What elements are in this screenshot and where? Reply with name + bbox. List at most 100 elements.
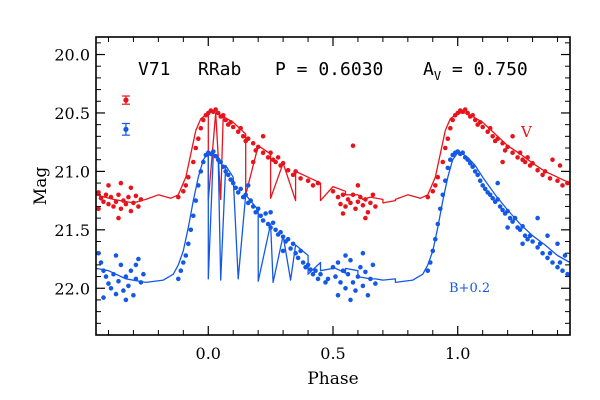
- data-point-b: [308, 267, 313, 272]
- data-point-b: [547, 250, 553, 256]
- data-point-b: [268, 210, 273, 215]
- error-bar-point: [123, 97, 129, 103]
- template-curve-v: [96, 112, 570, 204]
- data-point-v: [201, 117, 206, 123]
- data-point-b: [435, 221, 441, 227]
- data-point-b: [350, 280, 356, 285]
- data-point-v: [500, 141, 505, 146]
- data-point-v: [338, 201, 343, 207]
- x-tick-label: 0.5: [320, 344, 345, 363]
- data-point-b: [520, 224, 525, 229]
- data-point-b: [530, 239, 535, 244]
- data-point-v: [191, 159, 196, 165]
- data-point-b: [373, 281, 378, 286]
- data-point-b: [280, 248, 286, 254]
- data-point-b: [258, 213, 264, 219]
- data-point-v: [370, 192, 376, 198]
- data-point-v: [285, 167, 291, 173]
- error-bars: [121, 95, 130, 136]
- data-point-b: [443, 178, 448, 183]
- data-point-b: [363, 269, 368, 275]
- data-point-b: [193, 198, 199, 203]
- data-point-v: [121, 198, 126, 203]
- data-point-b: [545, 255, 550, 261]
- data-point-b: [248, 198, 253, 203]
- data-point-v: [445, 136, 451, 141]
- data-point-b: [178, 268, 184, 274]
- error-bar-point: [123, 126, 129, 132]
- data-point-b: [263, 211, 268, 216]
- data-point-b: [555, 264, 560, 270]
- data-point-b: [343, 253, 348, 258]
- data-point-b: [560, 268, 565, 274]
- data-point-b: [345, 271, 351, 277]
- data-point-b: [448, 157, 453, 162]
- data-point-v: [128, 185, 134, 191]
- data-point-v: [368, 200, 373, 206]
- data-point-v: [485, 129, 491, 134]
- data-point-b: [280, 234, 286, 240]
- data-point-b: [360, 283, 366, 289]
- data-point-v: [363, 215, 368, 221]
- data-point-b: [540, 250, 545, 256]
- data-point-b: [181, 260, 186, 265]
- data-point-v: [101, 199, 106, 205]
- data-point-v: [330, 189, 336, 194]
- data-point-v: [560, 183, 565, 188]
- data-point-v: [186, 174, 191, 180]
- data-point-b: [318, 271, 323, 277]
- data-point-b: [512, 215, 518, 221]
- data-point-v: [348, 200, 353, 206]
- data-point-b: [460, 150, 466, 155]
- data-point-b: [288, 246, 293, 251]
- data-point-v: [260, 150, 266, 155]
- data-point-v: [133, 193, 139, 199]
- data-point-b: [537, 241, 543, 247]
- data-point-b: [113, 253, 119, 258]
- data-point-b: [520, 241, 525, 247]
- data-point-b: [562, 253, 568, 258]
- data-point-v: [293, 169, 298, 174]
- data-point-v: [443, 145, 448, 151]
- data-point-b: [101, 268, 106, 274]
- data-point-v: [265, 155, 271, 160]
- data-point-b: [131, 293, 136, 298]
- x-tick-label: 0.0: [196, 344, 221, 363]
- data-point-b: [505, 225, 510, 230]
- data-point-v: [487, 125, 493, 131]
- data-point-v: [250, 159, 256, 165]
- data-point-b: [330, 264, 336, 270]
- data-point-v: [515, 155, 520, 160]
- data-point-b: [126, 283, 131, 289]
- data-point-b: [136, 256, 141, 262]
- data-point-v: [547, 176, 553, 181]
- data-point-b: [438, 206, 443, 212]
- data-point-b: [338, 280, 343, 285]
- data-point-b: [285, 236, 291, 242]
- data-point-v: [340, 192, 346, 198]
- data-point-v: [280, 160, 286, 166]
- data-point-b: [343, 286, 348, 291]
- data-point-v: [260, 134, 266, 139]
- data-point-b: [333, 274, 338, 279]
- data-point-b: [228, 177, 233, 182]
- data-point-b: [477, 178, 483, 183]
- data-point-v: [305, 178, 311, 183]
- data-point-b: [128, 268, 134, 274]
- data-point-b: [550, 260, 555, 265]
- data-point-b: [353, 288, 358, 293]
- data-point-v: [350, 192, 356, 198]
- data-point-v: [253, 148, 258, 153]
- data-point-v: [425, 194, 431, 200]
- data-point-v: [230, 124, 236, 130]
- data-point-b: [475, 172, 481, 178]
- data-point-b: [293, 250, 298, 256]
- data-point-b: [223, 169, 228, 174]
- data-point-v: [500, 159, 505, 165]
- data-point-b: [253, 210, 258, 215]
- data-point-b: [495, 197, 501, 202]
- data-point-v: [440, 159, 446, 165]
- data-point-v: [250, 141, 256, 146]
- data-point-b: [472, 169, 478, 174]
